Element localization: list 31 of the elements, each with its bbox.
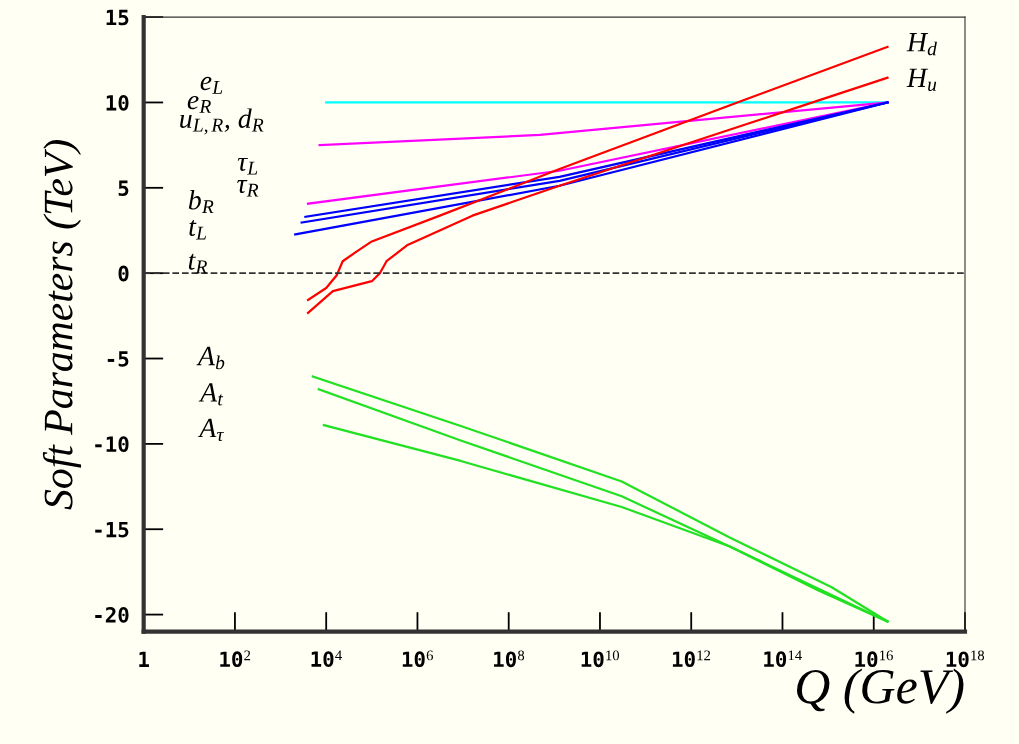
x-tick-label: 10$^{16}$ [855, 650, 893, 668]
annotation: τ$_{L}$ [237, 157, 258, 175]
annotation: t$_{R}$ [188, 253, 208, 274]
annotation: H$_{d}$ [906, 33, 937, 56]
y-tick-label: 0 [118, 265, 129, 282]
x-tick-label: 10$^{4}$ [311, 650, 342, 668]
x-tick-label: 10$^{2}$ [220, 650, 251, 668]
annotation: b$_{R}$ [188, 189, 214, 214]
x-axis-title: Q (GeV) [797, 668, 964, 714]
y-tick-label: 15 [106, 9, 129, 26]
annotation: e$_{L}$ [200, 76, 223, 94]
y-tick-label: 5 [118, 180, 129, 197]
x-tick-label: 10$^{14}$ [764, 650, 802, 668]
x-tick-label: 10$^{10}$ [581, 650, 620, 668]
annotation: t$_{L}$ [189, 219, 206, 240]
x-tick-label: 10$^{18}$ [946, 650, 985, 668]
annotation: τ$_{R}$ [237, 180, 259, 197]
y-tick-label: 10 [106, 94, 129, 111]
y-axis-title: Soft Parameters (TeV) [42, 140, 82, 510]
x-tick-label: 1 [139, 651, 149, 667]
x-tick-label: 10$^{6}$ [402, 650, 433, 668]
annotation: H$_{u}$ [906, 68, 937, 91]
y-tick-label: -5 [107, 351, 129, 367]
x-tick-label: 10$^{8}$ [494, 650, 525, 668]
annotation: A$_{τ}$ [197, 418, 225, 442]
x-tick-label: 10$^{12}$ [672, 650, 711, 668]
annotation: A$_{b}$ [196, 346, 225, 370]
annotation: A$_{t}$ [198, 383, 224, 406]
y-tick-label: -20 [95, 607, 129, 623]
y-tick-label: -15 [95, 521, 129, 538]
y-tick-label: -10 [95, 436, 129, 453]
